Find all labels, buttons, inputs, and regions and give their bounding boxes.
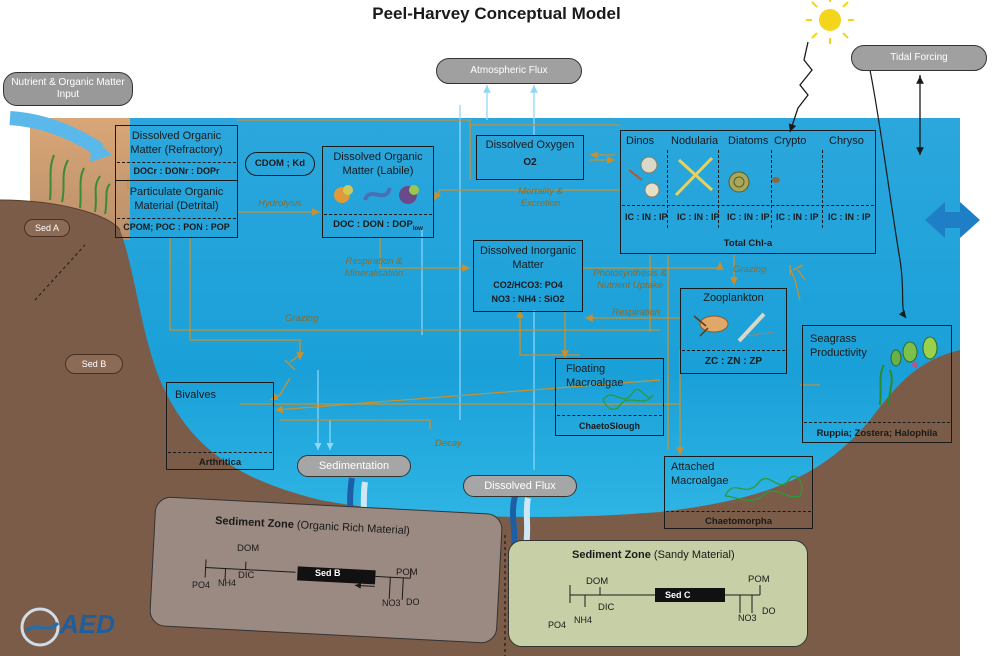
attached-algae-icon <box>724 475 803 501</box>
sed-c-center: Sed C <box>665 590 691 600</box>
seagrass-title: Seagrass Productivity <box>810 333 867 359</box>
process-grazing-left: Grazing <box>285 313 319 324</box>
phyto-ratio-dinos: IC : IN : IP <box>625 212 668 222</box>
bivalves-box <box>166 382 274 470</box>
doc-labile-box <box>322 146 434 238</box>
doc-labile-title: Dissolved Organic Matter (Labile) <box>333 151 423 177</box>
labile-molecules-icon <box>334 185 419 204</box>
sedimentation-label: Sedimentation <box>297 455 411 477</box>
sed-sandy-dom: DOM <box>586 576 609 587</box>
sed-b-center: Sed B <box>315 568 341 578</box>
doc-refractory-vars: DOCr : DONr : DOPr <box>133 166 220 176</box>
dim-box <box>473 240 583 312</box>
sed-sandy-po4: PO4 <box>548 620 567 630</box>
zooplankton-box <box>680 288 787 374</box>
zooplankton-vars: ZC : ZN : ZP <box>704 356 763 367</box>
dim-title: Dissolved Inorganic Matter <box>480 245 576 271</box>
phyto-group-diatoms: Diatoms <box>728 135 769 147</box>
sed-sandy-pom: POM <box>748 574 770 585</box>
process-respiration: Respiration <box>612 307 661 318</box>
phyto-ratio-chryso: IC : IN : IP <box>828 212 871 222</box>
attached-macroalgae-box <box>664 456 813 529</box>
sed-zone-sandy-heading: Sediment Zone (Sandy Material) <box>572 549 735 561</box>
sun-icon <box>806 0 854 44</box>
cdom-kd-pill: CDOM ; Kd <box>245 152 315 176</box>
phyto-ratio-nodularia: IC : IN : IP <box>677 212 720 222</box>
zooplankton-icon <box>693 312 775 343</box>
sed-sandy-do: DO <box>762 606 776 616</box>
aed-logo: AED <box>18 605 128 650</box>
floating-macroalgae-vars: ChaetoSlough <box>579 421 640 431</box>
attached-macroalgae-vars: Chaetomorpha <box>704 516 773 527</box>
seagrass-vars: Ruppia; Zostera; Halophila <box>816 428 938 439</box>
phytoplankton-illustrations <box>628 156 780 198</box>
phyto-group-dinos: Dinos <box>626 135 655 147</box>
sed-organic-dic: DIC <box>238 570 255 581</box>
sed-a-label: Sed A <box>24 219 70 237</box>
particulate-vars: CPOM; POC : PON : POP <box>123 222 230 232</box>
phyto-group-chryso: Chryso <box>829 135 864 147</box>
phyto-ratio-diatoms: IC : IN : IP <box>727 212 770 222</box>
atmospheric-flux-label: Atmospheric Flux <box>436 58 582 84</box>
dissolved-oxygen-title: Dissolved Oxygen <box>485 139 575 151</box>
sed-zone-organic-flows <box>204 559 412 600</box>
sed-organic-no3: NO3 <box>382 598 401 608</box>
process-respiration-mineralisation: Respiration & Mineralisation <box>344 256 404 279</box>
seagrass-box <box>802 325 952 443</box>
sed-sandy-nh4: NH4 <box>574 615 593 625</box>
sed-sandy-no3: NO3 <box>738 613 757 623</box>
sed-organic-do: DO <box>406 597 420 607</box>
nodularia-icon <box>674 156 714 197</box>
page-title: Peel-Harvey Conceptual Model <box>372 4 621 23</box>
bivalves-title: Bivalves <box>175 389 216 401</box>
sed-organic-dom: DOM <box>237 543 260 554</box>
dissolved-oxygen-vars: O2 <box>523 157 537 168</box>
process-grazing-right: Grazing <box>733 264 767 275</box>
water-body <box>30 118 960 540</box>
phyto-group-nodularia: Nodularia <box>671 135 719 147</box>
sed-zone-sandy-flows <box>569 585 761 613</box>
phytoplankton-box <box>620 130 876 254</box>
floating-macroalgae-title: Floating Macroalgae <box>566 363 624 389</box>
organic-matter-box <box>115 125 238 238</box>
dissolved-oxygen-box <box>476 135 584 180</box>
nutrient-input-label: Nutrient & Organic Matter Input <box>3 72 133 106</box>
floating-macroalgae-box <box>555 358 664 436</box>
dim-vars-2: NO3 : NH4 : SiO2 <box>491 294 565 304</box>
sed-b-label: Sed B <box>65 354 123 374</box>
floating-algae-icon <box>602 389 654 410</box>
dinoflagellate-icon <box>628 156 660 198</box>
doc-labile-vars: DOC : DON : DOPlow <box>333 219 423 232</box>
phyto-group-crypto: Crypto <box>774 135 807 147</box>
attached-macroalgae-title: Attached Macroalgae <box>671 461 729 487</box>
sed-organic-pom: POM <box>396 567 418 578</box>
process-decay: Decay <box>435 438 462 449</box>
bivalves-vars: Arthritica <box>198 457 242 468</box>
crypto-icon <box>772 177 780 183</box>
seagrass-icon <box>879 336 938 406</box>
sed-organic-po4: PO4 <box>192 580 211 590</box>
dim-vars-1: CO2/HCO3: PO4 <box>493 280 563 290</box>
phyto-ratio-crypto: IC : IN : IP <box>776 212 819 222</box>
zooplankton-title: Zooplankton <box>703 292 764 304</box>
sed-organic-nh4: NH4 <box>218 578 237 588</box>
process-hydrolysis: Hydrolysis <box>258 198 302 209</box>
tidal-forcing-label: Tidal Forcing <box>851 45 987 71</box>
total-chla: Total Chl-a <box>723 238 773 249</box>
sed-sandy-dic: DIC <box>598 602 615 613</box>
dissolved-flux-label: Dissolved Flux <box>463 475 577 497</box>
doc-refractory-title: Dissolved Organic Matter (Refractory) <box>130 130 223 156</box>
particulate-title: Particulate Organic Material (Detrital) <box>129 186 224 212</box>
diatom-icon <box>728 171 750 193</box>
process-mortality: Mortality & Excretion <box>518 186 563 209</box>
process-photosynthesis: Photosynthesis & Nutrient Uptake <box>593 268 667 291</box>
